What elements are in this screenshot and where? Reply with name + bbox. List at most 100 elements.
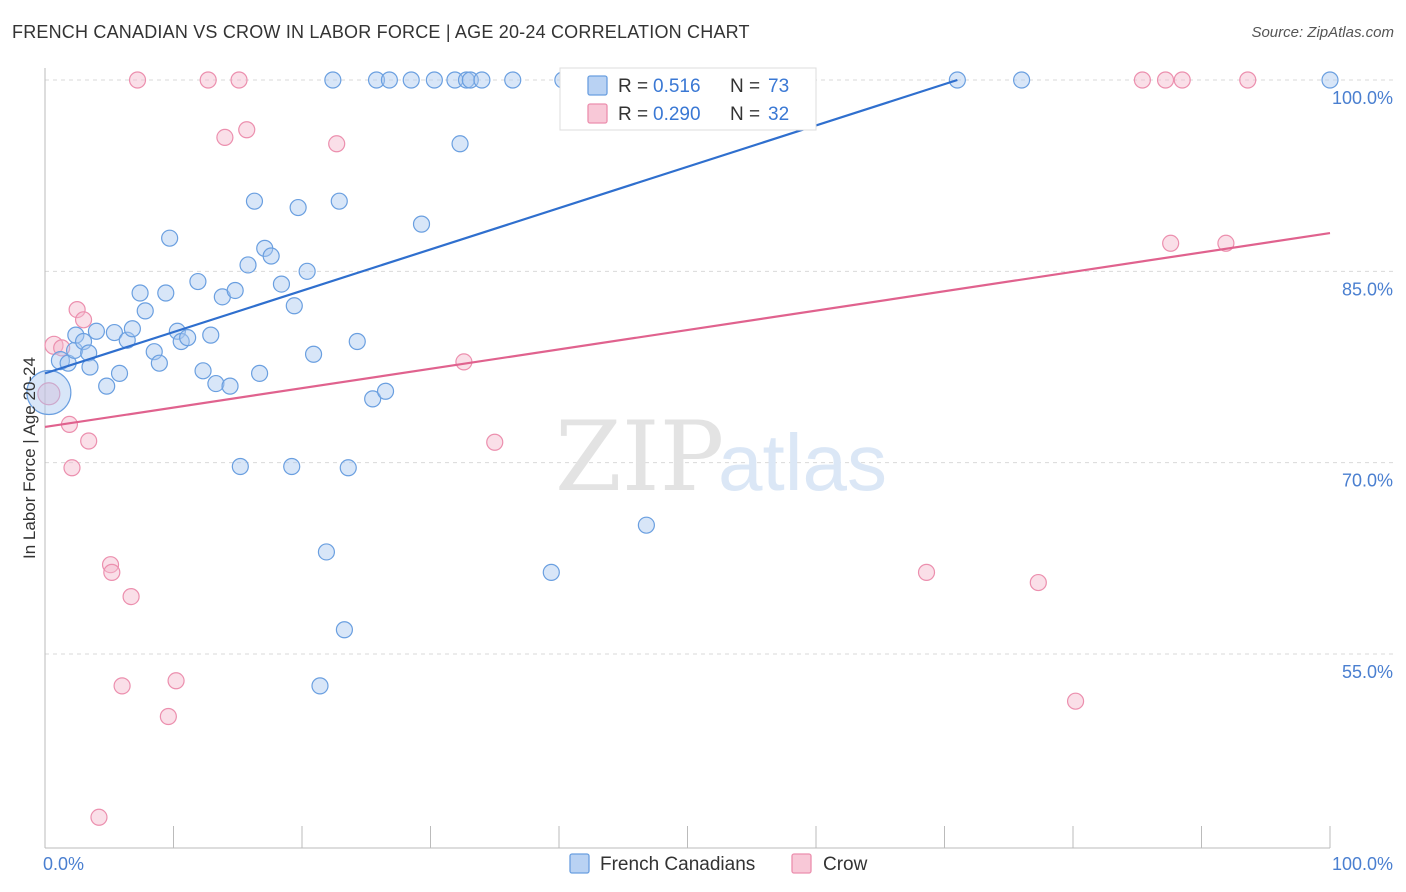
french-canadian-point xyxy=(542,563,560,581)
french-canadian-point xyxy=(136,302,154,320)
crow-point xyxy=(80,432,98,450)
source-note: Source: ZipAtlas.com xyxy=(1251,24,1394,41)
legend-pink-r-label: R = xyxy=(618,104,648,125)
crow-point xyxy=(1156,71,1175,89)
french-canadian-point xyxy=(123,320,141,338)
y-tick-label: 55.0% xyxy=(1342,662,1393,682)
crow-point xyxy=(199,71,217,89)
bottom-legend-blue-swatch xyxy=(569,853,590,874)
crow-point xyxy=(167,672,185,690)
bottom-legend-crow: Crow xyxy=(823,854,868,875)
y-tick-label: 85.0% xyxy=(1342,279,1393,299)
crow-point xyxy=(917,563,936,581)
crow-point xyxy=(63,459,81,477)
french-canadian-point xyxy=(364,390,382,408)
french-canadian-point xyxy=(339,459,357,477)
french-canadian-point xyxy=(425,71,443,89)
french-canadian-point xyxy=(473,71,491,89)
stats-legend: R = 0.516 N = 73 R = 0.290 N = 32 xyxy=(559,67,817,131)
bottom-legend-french-canadians: French Canadians xyxy=(600,854,755,875)
watermark-zip: ZIP xyxy=(555,401,724,513)
french-canadian-point xyxy=(226,281,244,300)
bottom-legend-pink-swatch xyxy=(791,853,812,874)
y-tick-label: 100.0% xyxy=(1332,88,1393,108)
legend-blue-swatch xyxy=(587,75,608,96)
french-canadian-point xyxy=(202,326,220,344)
y-axis-label: In Labor Force | Age 20-24 xyxy=(20,357,39,559)
french-canadian-point xyxy=(250,364,269,382)
crow-point xyxy=(68,301,86,319)
legend-blue-r-label: R = xyxy=(618,76,648,97)
y-tick-label: 70.0% xyxy=(1342,471,1393,491)
french-canadian-point xyxy=(311,677,329,695)
crow-point xyxy=(230,71,248,89)
crow-point xyxy=(486,433,504,451)
y-tick-labels: 100.0% 85.0% 70.0% 55.0% xyxy=(1332,88,1393,682)
crow-point xyxy=(159,707,177,726)
french-canadian-point xyxy=(402,71,420,89)
french-canadian-point xyxy=(380,71,398,89)
crow-point xyxy=(74,311,93,329)
legend-blue-n-value: 73 xyxy=(768,76,789,97)
crow-point xyxy=(328,135,346,153)
french-canadian-point xyxy=(110,364,129,382)
french-canadians-points xyxy=(26,71,1339,695)
legend-blue-n-label: N = xyxy=(730,76,760,97)
trend-lines xyxy=(44,78,1331,429)
french-canadian-point xyxy=(335,621,354,639)
x-tick-labels: 0.0% 100.0% xyxy=(43,854,1393,874)
french-canadian-point xyxy=(207,374,225,393)
french-canadian-point xyxy=(412,215,431,233)
x-tick-label: 0.0% xyxy=(43,854,84,874)
legend-pink-r-value: 0.290 xyxy=(653,104,701,125)
french-canadian-point xyxy=(272,275,291,293)
french-canadians-trend-line xyxy=(44,78,958,375)
crow-point xyxy=(113,677,131,695)
french-canadian-point xyxy=(283,457,301,476)
crow-point xyxy=(1239,71,1257,89)
french-canadian-point xyxy=(157,284,175,302)
crow-point xyxy=(1066,692,1085,710)
french-canadian-point xyxy=(245,192,264,210)
legend-pink-n-label: N = xyxy=(730,104,760,125)
french-canadian-point xyxy=(161,229,179,247)
watermark: ZIP atlas xyxy=(555,401,887,513)
crow-point xyxy=(1173,71,1191,89)
french-canadian-point xyxy=(324,71,342,89)
french-canadian-point xyxy=(304,345,323,363)
legend-pink-n-value: 32 xyxy=(768,104,789,125)
french-canadian-point xyxy=(189,272,207,291)
watermark-atlas: atlas xyxy=(718,418,887,507)
crow-point xyxy=(122,587,140,606)
crow-point xyxy=(1029,573,1047,592)
chart-title: FRENCH CANADIAN VS CROW IN LABOR FORCE |… xyxy=(12,22,750,42)
french-canadian-point xyxy=(330,192,348,210)
legend-blue-r-value: 0.516 xyxy=(653,76,701,97)
french-canadian-point xyxy=(285,297,303,315)
bottom-legend: French Canadians Crow xyxy=(569,853,868,875)
x-tick-label: 100.0% xyxy=(1332,854,1393,874)
french-canadian-point xyxy=(504,71,522,89)
crow-point xyxy=(1133,71,1151,89)
french-canadian-point xyxy=(348,332,366,351)
french-canadian-point xyxy=(26,369,72,416)
french-canadian-point xyxy=(150,354,168,372)
french-canadian-point xyxy=(262,247,280,265)
crow-point xyxy=(216,128,234,146)
crow-point xyxy=(90,808,108,826)
crow-trend-line xyxy=(44,231,1331,429)
french-canadian-point xyxy=(1012,71,1031,89)
french-canadian-point xyxy=(87,322,106,340)
french-canadian-point xyxy=(637,516,655,534)
french-canadian-point xyxy=(221,377,239,395)
french-canadian-point xyxy=(298,262,316,280)
french-canadian-point xyxy=(1321,71,1339,89)
grid-lines xyxy=(45,79,1395,655)
crow-point xyxy=(1162,234,1180,252)
french-canadian-point xyxy=(451,135,469,153)
french-canadian-point xyxy=(179,329,197,347)
french-canadian-point xyxy=(289,198,307,217)
crow-point xyxy=(103,563,121,581)
french-canadian-point xyxy=(367,71,386,89)
